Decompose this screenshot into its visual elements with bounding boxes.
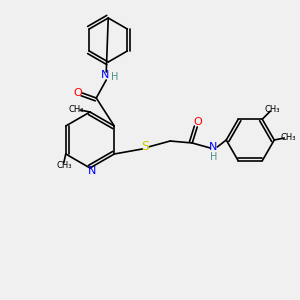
- Text: CH₃: CH₃: [265, 105, 280, 114]
- Text: CH₃: CH₃: [56, 161, 71, 170]
- Text: N: N: [101, 70, 110, 80]
- Text: CH₃: CH₃: [68, 106, 84, 115]
- Text: CH₃: CH₃: [280, 134, 296, 142]
- Text: S: S: [141, 140, 149, 154]
- Text: N: N: [209, 142, 218, 152]
- Text: H: H: [210, 152, 217, 162]
- Text: N: N: [88, 166, 96, 176]
- Text: O: O: [194, 117, 203, 127]
- Text: H: H: [111, 72, 118, 82]
- Text: O: O: [74, 88, 82, 98]
